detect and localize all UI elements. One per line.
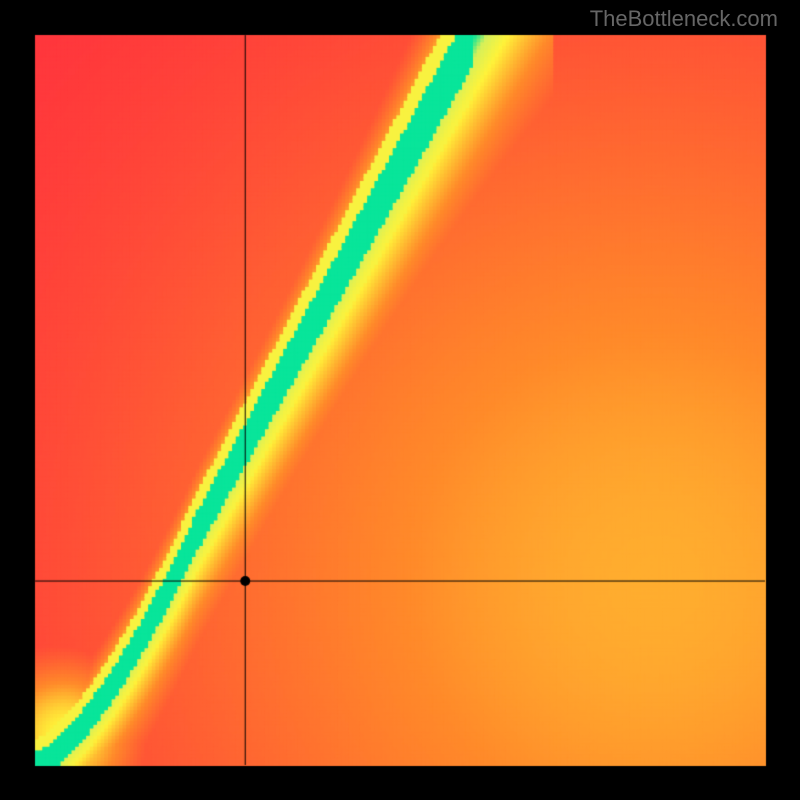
chart-frame: TheBottleneck.com <box>0 0 800 800</box>
crosshair-overlay <box>0 0 800 800</box>
watermark-text: TheBottleneck.com <box>590 6 778 32</box>
